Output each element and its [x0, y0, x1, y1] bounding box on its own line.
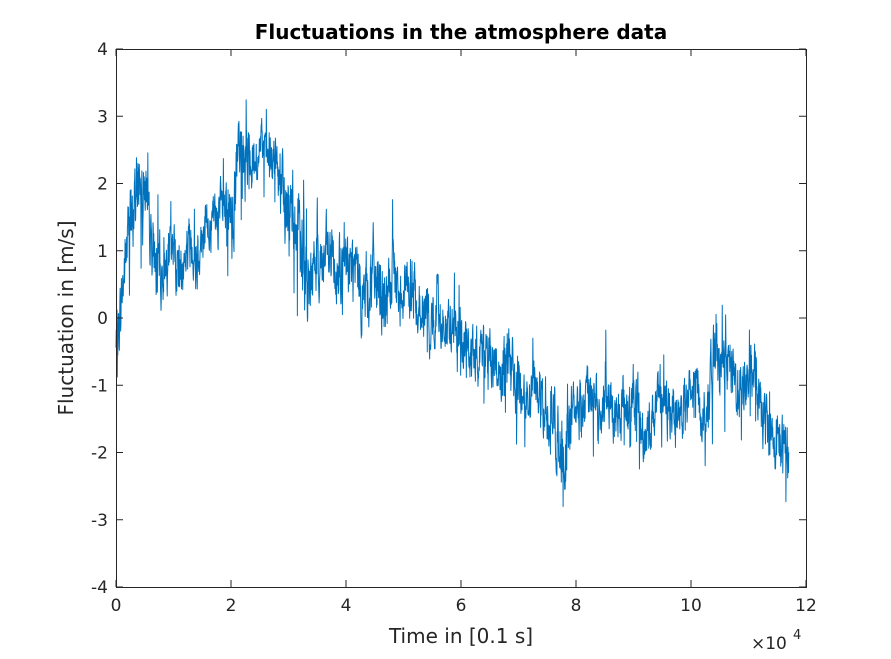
y-tick-label: 1 — [97, 242, 108, 262]
x-tick-label: 6 — [456, 596, 467, 616]
x-tick-label: 12 — [795, 596, 817, 616]
ticks-group — [115, 48, 807, 588]
x-tick-label: 8 — [571, 596, 582, 616]
plot-area — [116, 49, 806, 587]
series-line — [115, 99, 790, 507]
x-tick-label: 4 — [341, 596, 352, 616]
chart-title: Fluctuations in the atmosphere data — [255, 20, 667, 44]
y-tick-label: -2 — [91, 444, 108, 464]
y-tick-label: 4 — [97, 40, 108, 60]
x-axis-label: Time in [0.1 s] — [388, 624, 533, 648]
x-axis-exponent-base: ×10 — [751, 634, 787, 654]
y-tick-label: 0 — [97, 309, 108, 329]
y-tick-label: -4 — [91, 578, 108, 598]
x-tick-label: 2 — [226, 596, 237, 616]
x-tick-label: 10 — [680, 596, 702, 616]
y-tick-label: -3 — [91, 511, 108, 531]
y-tick-label: 2 — [97, 175, 108, 195]
y-axis-label: Fluctuation in [m/s] — [54, 220, 78, 415]
y-tick-label: 3 — [97, 107, 108, 127]
y-tick-label: -1 — [91, 376, 108, 396]
x-axis-exponent-power: 4 — [793, 628, 801, 643]
data-series-group — [115, 99, 790, 507]
x-tick-label: 0 — [111, 596, 122, 616]
